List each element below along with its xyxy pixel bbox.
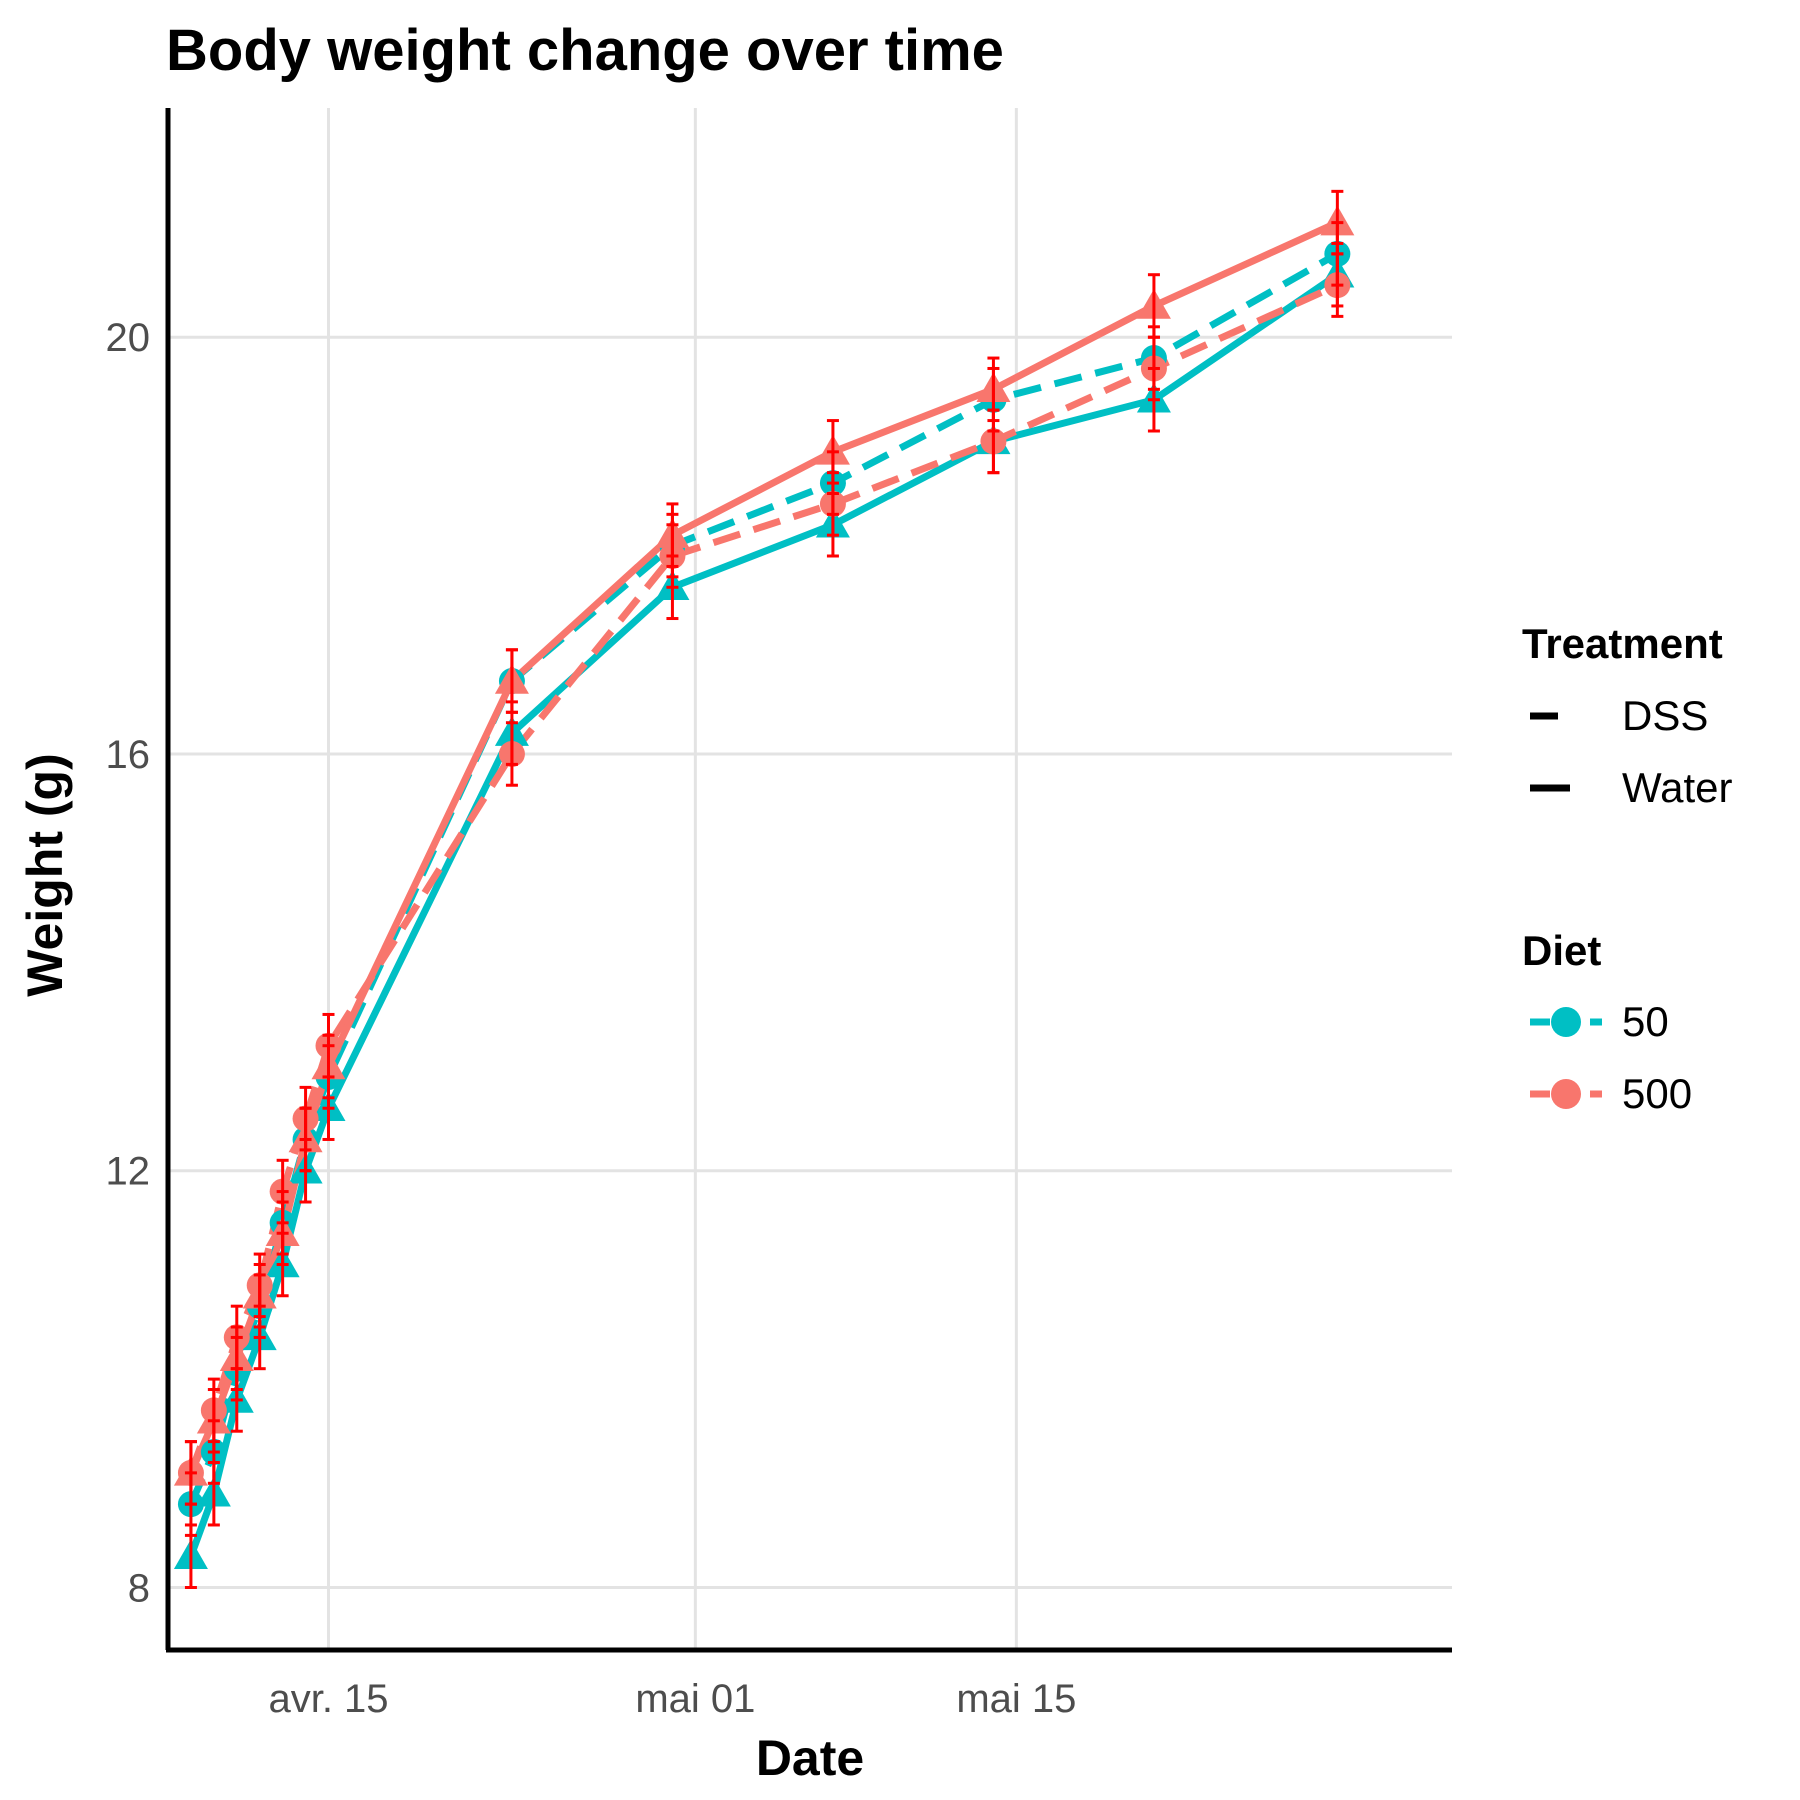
y-tick-label: 12 bbox=[106, 1150, 151, 1194]
error-bar bbox=[230, 1325, 243, 1392]
legend-key-diet-50 bbox=[1530, 1007, 1602, 1037]
legend-label-water: Water bbox=[1622, 764, 1732, 811]
legend: Treatment Diet DSS Water 50 500 bbox=[1522, 620, 1732, 1117]
x-tick-label: mai 01 bbox=[635, 1677, 755, 1721]
legend-label-diet-50: 50 bbox=[1622, 998, 1669, 1045]
legend-diet-title: Diet bbox=[1522, 927, 1601, 974]
series-line-50-water bbox=[187, 271, 1340, 1558]
x-tick-label: mai 15 bbox=[956, 1677, 1076, 1721]
error-bar bbox=[253, 1263, 266, 1329]
error-bar bbox=[207, 1388, 220, 1454]
error-bar bbox=[987, 356, 1000, 423]
y-tick-label: 8 bbox=[128, 1566, 150, 1610]
error-bar bbox=[505, 721, 518, 787]
error-bar bbox=[184, 1523, 197, 1589]
legend-treatment-title: Treatment bbox=[1522, 620, 1723, 667]
error-bar bbox=[826, 419, 839, 485]
legend-key-diet-500 bbox=[1530, 1079, 1602, 1109]
y-tick-label: 16 bbox=[106, 733, 151, 777]
x-axis-title: Date bbox=[756, 1730, 864, 1786]
error-bar bbox=[505, 648, 518, 714]
grid-lines bbox=[168, 108, 1452, 1650]
chart-title: Body weight change over time bbox=[166, 18, 1004, 83]
axes: avr. 15 mai 01 mai 15 8 12 16 20 bbox=[106, 108, 1452, 1721]
x-tick-label: avr. 15 bbox=[268, 1677, 388, 1721]
series-line-50-dss bbox=[187, 250, 1340, 1506]
error-bars bbox=[184, 189, 1344, 1589]
series-line-500-dss bbox=[187, 281, 1339, 1475]
error-bar bbox=[1147, 273, 1160, 339]
error-bar bbox=[666, 502, 679, 568]
series-markers bbox=[173, 205, 1355, 1569]
series-lines bbox=[187, 219, 1340, 1558]
error-bar bbox=[207, 1460, 220, 1527]
y-tick-label: 20 bbox=[106, 316, 151, 360]
error-bar bbox=[1331, 189, 1344, 256]
error-bar bbox=[322, 1033, 335, 1100]
error-bar bbox=[299, 1106, 312, 1173]
y-axis-title: Weight (g) bbox=[17, 753, 73, 996]
error-bar bbox=[276, 1200, 289, 1266]
error-bar bbox=[184, 1440, 197, 1506]
legend-label-diet-500: 500 bbox=[1622, 1070, 1692, 1117]
legend-label-dss: DSS bbox=[1622, 692, 1708, 739]
